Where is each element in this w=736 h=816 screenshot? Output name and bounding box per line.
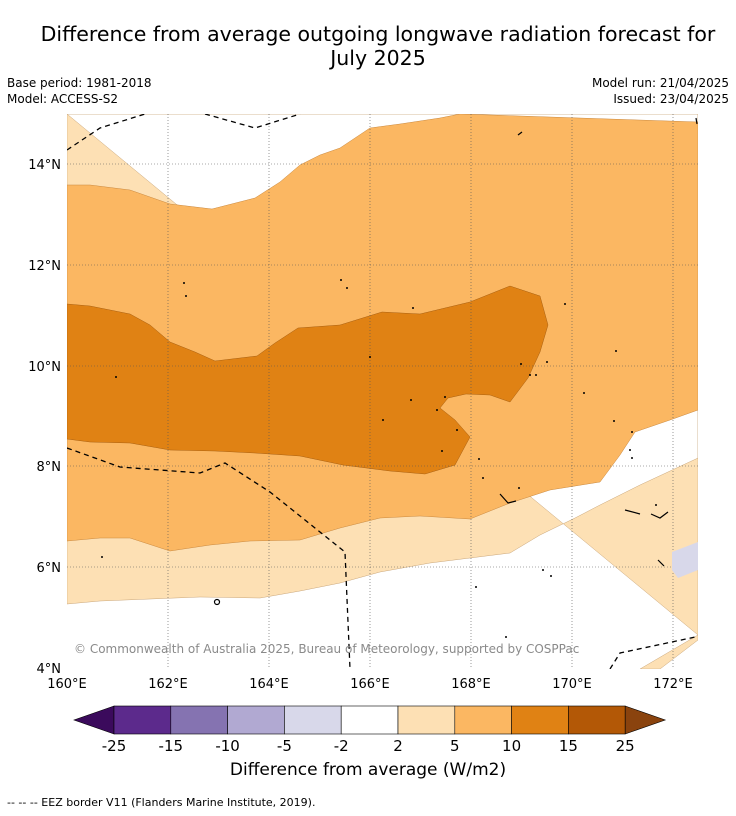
colorbar-swatch (454, 705, 512, 735)
map-area: © Commonwealth of Australia 2025, Bureau… (67, 114, 698, 669)
lon-tick-label: 172°E (653, 677, 693, 692)
title-line-2: July 2025 (330, 46, 426, 70)
colorbar-swatch (284, 705, 342, 735)
band-10-15 (67, 285, 549, 475)
map-figure: © Commonwealth of Australia 2025, Bureau… (28, 114, 698, 755)
colorbar-tick-label: -5 (277, 737, 292, 755)
colorbar-tick-label: 2 (393, 737, 403, 755)
lat-tick-label: 8°N (37, 460, 62, 475)
colorbar-title: Difference from average (W/m2) (229, 760, 507, 780)
colorbar-tick-label: 15 (559, 737, 578, 755)
colorbar-swatch (511, 705, 569, 735)
eez-borders (67, 114, 698, 669)
map-title: Difference from average outgoing longwav… (20, 22, 736, 70)
colorbar-swatch (227, 705, 285, 735)
eez-footnote: -- -- -- EEZ border V11 (Flanders Marine… (7, 796, 316, 809)
lon-tick-label: 170°E (552, 677, 592, 692)
colorbar-swatch (170, 705, 228, 735)
colorbar-swatch (568, 705, 626, 735)
lat-tick-label: 12°N (28, 259, 61, 274)
lat-tick-label: 6°N (37, 561, 62, 576)
lat-tick-label: 4°N (37, 662, 62, 677)
title-line-1: Difference from average outgoing longwav… (40, 22, 716, 46)
issued-label: Issued: 23/04/2025 (613, 92, 729, 106)
colorbar-tick-label: -15 (159, 737, 184, 755)
lon-tick-label: 168°E (451, 677, 491, 692)
colorbar: -25 -15 -10 -5 -2 2 5 10 15 25 (73, 705, 667, 755)
colorbar-swatch (113, 705, 172, 735)
lon-tick-label: 162°E (148, 677, 188, 692)
islands (213, 117, 698, 606)
lon-tick-label: 160°E (47, 677, 87, 692)
meta-left: Base period: 1981-2018 Model: ACCESS-S2 (7, 75, 152, 107)
colorbar-tick-label: 5 (450, 737, 460, 755)
model-label: Model: ACCESS-S2 (7, 92, 119, 106)
colorbar-tick-label: 10 (502, 737, 521, 755)
colorbar-tick-label: -10 (215, 737, 240, 755)
colorbar-swatch (340, 705, 399, 735)
colorbar-arrow-low (73, 705, 115, 735)
colorbar-tick-label: -2 (334, 737, 349, 755)
lat-tick-labels: 4°N 6°N 8°N 10°N 12°N 14°N (28, 158, 61, 677)
atolls (101, 279, 657, 638)
model-run-label: Model run: 21/04/2025 (591, 76, 729, 90)
band-neg-2-5 (672, 542, 698, 578)
copyright-notice: © Commonwealth of Australia 2025, Bureau… (74, 642, 579, 656)
colorbar-swatch (397, 705, 456, 735)
lon-tick-labels: 160°E 162°E 164°E 166°E 168°E 170°E 172°… (47, 677, 693, 692)
lat-tick-label: 14°N (28, 158, 61, 173)
colorbar-tick-label: -25 (102, 737, 127, 755)
lat-tick-label: 10°N (28, 360, 61, 375)
base-period-label: Base period: 1981-2018 (7, 76, 152, 90)
lon-tick-label: 164°E (249, 677, 289, 692)
colorbar-tick-label: 25 (616, 737, 635, 755)
meta-right: Model run: 21/04/2025 Issued: 23/04/2025 (592, 75, 729, 107)
grid-lines (67, 114, 698, 669)
colorbar-arrow-high (624, 705, 667, 735)
lon-tick-label: 166°E (350, 677, 390, 692)
